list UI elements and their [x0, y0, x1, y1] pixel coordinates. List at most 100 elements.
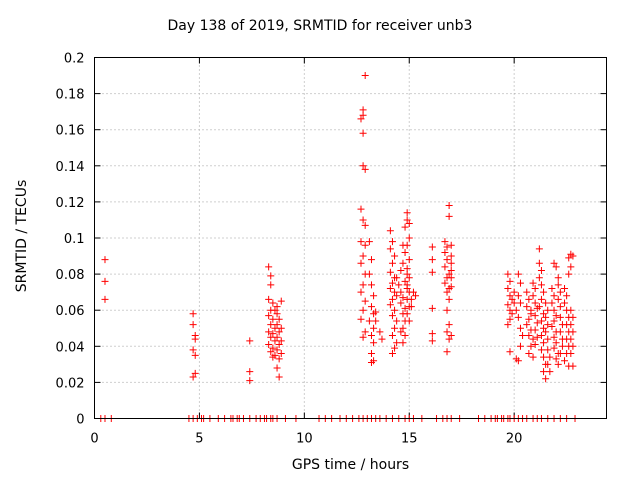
data-point	[267, 333, 275, 341]
data-point	[447, 331, 455, 339]
data-point	[567, 350, 575, 358]
data-point	[565, 254, 573, 262]
data-point	[447, 259, 455, 267]
data-point	[529, 292, 537, 300]
data-point	[265, 340, 273, 348]
data-point	[391, 344, 399, 352]
data-point	[403, 209, 411, 217]
data-point	[443, 348, 451, 356]
data-point	[447, 266, 455, 274]
data-point	[357, 115, 365, 123]
data-point	[550, 306, 558, 314]
plot-frame	[94, 57, 607, 419]
data-point	[399, 339, 407, 347]
data-point	[445, 295, 453, 303]
data-point	[403, 241, 411, 249]
data-point	[357, 315, 365, 323]
data-point	[525, 350, 533, 358]
data-point	[273, 310, 281, 318]
data-point	[370, 339, 378, 347]
data-point	[554, 281, 562, 289]
data-point	[391, 306, 399, 314]
x-tick-label: 0	[90, 432, 98, 447]
data-point	[514, 270, 522, 278]
data-point	[552, 355, 560, 363]
data-point	[403, 265, 411, 273]
axis-ticks: 0 0.02 0.04 0.06 0.08 0.1 0.12 0.14 0.16 0.18 0.2 0…	[56, 52, 607, 447]
data-point	[556, 313, 564, 321]
data-point	[540, 310, 548, 318]
y-tick-label: 0.2	[64, 52, 85, 67]
data-point	[556, 288, 564, 296]
data-point	[277, 350, 285, 358]
data-point	[265, 263, 273, 271]
data-point	[516, 299, 524, 307]
data-point	[359, 106, 367, 114]
data-point	[567, 263, 575, 271]
data-point	[273, 321, 281, 329]
data-point	[512, 306, 520, 314]
data-point	[370, 292, 378, 300]
data-point	[428, 330, 436, 338]
data-point	[269, 330, 277, 338]
data-point	[514, 313, 522, 321]
data-point	[531, 312, 539, 320]
data-point	[556, 303, 564, 311]
data-point	[504, 270, 512, 278]
data-point	[275, 355, 283, 363]
data-point	[357, 205, 365, 213]
data-point	[527, 342, 535, 350]
data-point	[445, 202, 453, 210]
data-point	[367, 350, 375, 358]
data-point	[525, 295, 533, 303]
data-point	[359, 252, 367, 260]
data-point	[525, 315, 533, 323]
data-point	[531, 326, 539, 334]
data-point	[428, 304, 436, 312]
data-point	[537, 331, 545, 339]
data-point	[275, 328, 283, 336]
data-point	[519, 331, 527, 339]
data-point	[554, 360, 562, 368]
data-point	[386, 227, 394, 235]
y-tick-label: 0.1	[64, 232, 85, 247]
data-point	[544, 346, 552, 354]
data-point	[405, 274, 413, 282]
data-point	[514, 292, 522, 300]
data-point	[540, 339, 548, 347]
data-point	[510, 288, 518, 296]
data-point	[552, 263, 560, 271]
data-point	[569, 313, 577, 321]
y-tick-label: 0	[76, 413, 84, 428]
data-point	[550, 292, 558, 300]
data-point	[359, 162, 367, 170]
data-point	[271, 337, 279, 345]
data-point	[271, 306, 279, 314]
data-point	[529, 353, 537, 361]
data-point	[443, 288, 451, 296]
data-point	[544, 335, 552, 343]
data-point	[269, 353, 277, 361]
data-point	[508, 295, 516, 303]
data-point	[569, 328, 577, 336]
data-point	[550, 259, 558, 267]
data-point	[386, 245, 394, 253]
data-point	[561, 285, 569, 293]
data-point	[447, 274, 455, 282]
data-point	[537, 295, 545, 303]
data-point	[269, 299, 277, 307]
data-point	[533, 319, 541, 327]
data-point	[246, 337, 254, 345]
data-point	[273, 346, 281, 354]
data-point	[397, 299, 405, 307]
data-point	[273, 364, 281, 372]
data-point	[393, 317, 401, 325]
data-point	[401, 304, 409, 312]
data-point	[535, 245, 543, 253]
data-point	[525, 331, 533, 339]
data-point	[504, 321, 512, 329]
data-point	[531, 299, 539, 307]
data-point	[393, 292, 401, 300]
y-tick-label: 0.14	[56, 160, 85, 175]
x-tick-label: 15	[401, 432, 418, 447]
